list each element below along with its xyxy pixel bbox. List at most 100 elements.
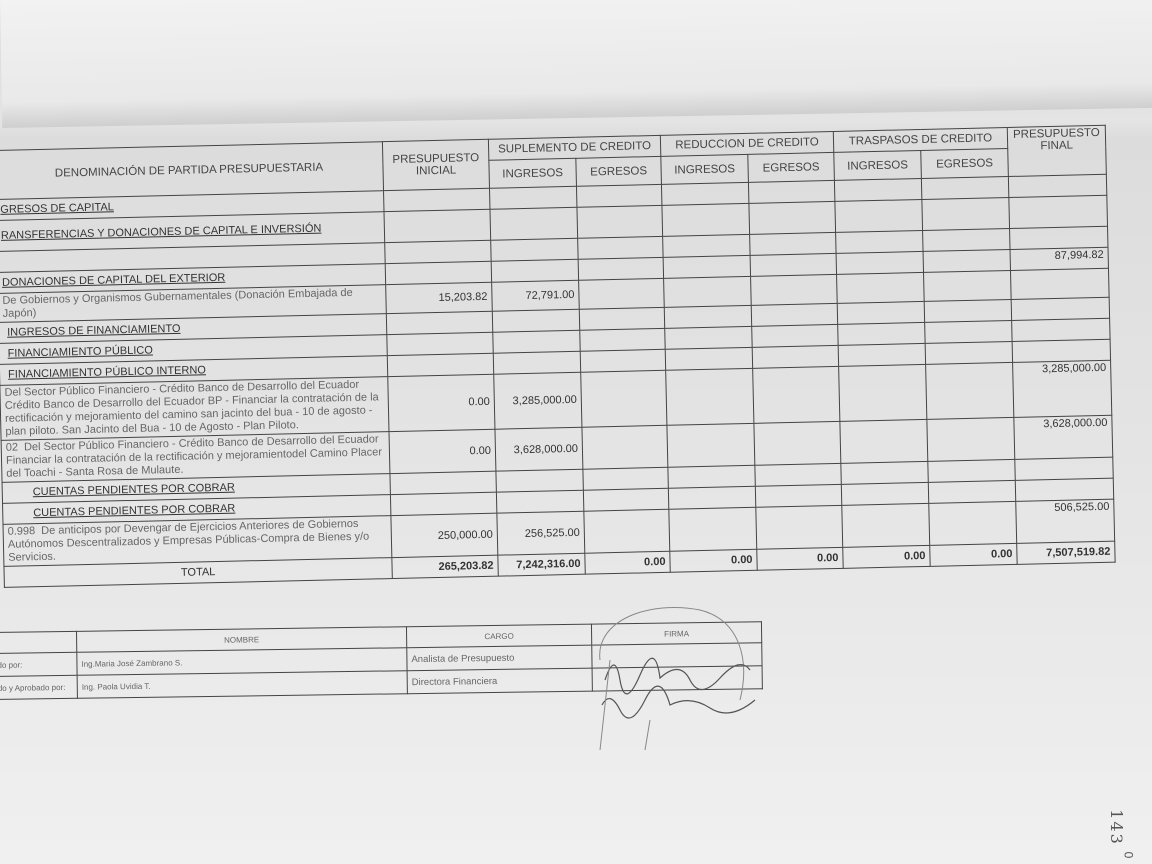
row-suplemento-ingresos xyxy=(492,309,580,333)
subheader-ingresos: INGRESOS xyxy=(833,150,922,181)
row-inicial: 0.00 xyxy=(387,374,495,432)
row-empty-cell xyxy=(580,370,667,428)
row-empty-cell xyxy=(576,205,663,239)
row-empty-cell xyxy=(579,328,666,352)
row-empty-cell xyxy=(922,228,1011,252)
row-empty-cell xyxy=(578,257,664,281)
row-empty-cell xyxy=(839,419,928,464)
row-empty-cell xyxy=(926,417,1015,462)
row-empty-cell xyxy=(667,465,756,489)
row-empty-cell xyxy=(923,270,1012,302)
row-empty-cell xyxy=(838,343,926,367)
row-empty-cell xyxy=(663,255,751,279)
row-suplemento-ingresos xyxy=(490,238,579,262)
row-empty-cell xyxy=(751,324,839,348)
row-suplemento-ingresos: 256,525.00 xyxy=(496,511,585,556)
row-suplemento-ingresos xyxy=(492,330,581,354)
row-inicial xyxy=(386,332,494,356)
subheader-egresos: EGRESOS xyxy=(747,152,835,183)
row-final: 506,525.00 xyxy=(1015,499,1115,544)
row-inicial: 0.00 xyxy=(388,429,496,474)
row-final xyxy=(1015,478,1114,502)
row-suplemento-ingresos xyxy=(489,207,578,241)
budget-table: DENOMINACIÓN DE PARTIDA PRESUPUESTARIA P… xyxy=(0,125,1116,588)
row-empty-cell xyxy=(753,421,841,466)
row-suplemento-ingresos xyxy=(489,186,577,210)
row-empty-cell xyxy=(838,364,927,422)
sig-role: do por: xyxy=(0,652,78,677)
row-final xyxy=(1008,195,1108,229)
row-empty-cell xyxy=(661,182,749,206)
row-suplemento-ingresos xyxy=(491,259,579,283)
sig-role: do y Aprobado por: xyxy=(0,675,78,700)
row-inicial xyxy=(387,353,494,377)
row-code: 02 xyxy=(5,441,19,454)
row-empty-cell xyxy=(841,503,930,548)
row-final xyxy=(1011,318,1111,342)
sig-cargo: Analista de Presupuesto xyxy=(406,645,593,671)
row-empty-cell xyxy=(925,362,1014,420)
row-label: CUENTAS PENDIENTES POR COBRAR xyxy=(32,481,235,499)
row-empty-cell xyxy=(668,507,757,552)
subheader-ingresos: INGRESOS xyxy=(488,158,577,189)
row-label: Del Sector Público Financiero - Crédito … xyxy=(4,378,379,438)
row-empty-cell xyxy=(921,176,1009,200)
row-empty-cell xyxy=(749,232,837,256)
subheader-egresos: EGRESOS xyxy=(920,148,1009,179)
row-suplemento-ingresos xyxy=(493,351,581,375)
row-empty-cell xyxy=(834,199,923,233)
sig-cargo: Directora Financiera xyxy=(407,668,593,694)
row-empty-cell xyxy=(583,488,669,512)
row-final xyxy=(1010,268,1110,300)
page-mark: 0 xyxy=(1121,851,1136,859)
header-inicial: PRESUPUESTO INICIAL xyxy=(382,139,490,191)
total-suplemento-egresos: 0.00 xyxy=(584,551,671,575)
row-label: FINANCIAMIENTO PÚBLICO INTERNO xyxy=(7,364,207,381)
total-final: 7,507,519.82 xyxy=(1016,541,1116,565)
row-label: De anticipos por Devengar de Ejercicios … xyxy=(7,517,370,564)
total-reduccion-ingresos: 0.00 xyxy=(669,549,758,573)
row-suplemento-ingresos xyxy=(496,490,584,514)
row-suplemento-ingresos: 72,791.00 xyxy=(491,280,580,312)
sig-nombre: Ing. Paola Uvidia T. xyxy=(77,670,408,699)
row-inicial xyxy=(383,188,490,212)
row-empty-cell xyxy=(927,459,1016,483)
row-inicial xyxy=(390,492,497,516)
row-empty-cell xyxy=(924,299,1012,323)
row-label: INGRESOS DE FINANCIAMIENTO xyxy=(7,322,181,339)
row-label: CUENTAS PENDIENTES POR COBRAR xyxy=(33,502,236,520)
row-suplemento-ingresos: 3,285,000.00 xyxy=(493,372,582,430)
row-empty-cell xyxy=(665,347,753,371)
row-empty-cell xyxy=(582,467,669,491)
row-inicial xyxy=(389,471,497,495)
row-empty-cell xyxy=(754,463,842,487)
total-reduccion-egresos: 0.00 xyxy=(756,547,844,571)
row-empty-cell xyxy=(836,251,924,275)
row-empty-cell xyxy=(663,276,752,308)
row-empty-cell xyxy=(834,178,922,202)
row-empty-cell xyxy=(923,249,1011,273)
row-empty-cell xyxy=(755,505,843,550)
page-number: 143 xyxy=(1106,809,1126,846)
row-empty-cell xyxy=(836,272,925,304)
row-empty-cell xyxy=(581,425,668,470)
row-empty-cell xyxy=(583,509,670,554)
row-empty-cell xyxy=(661,203,750,237)
overlapping-sheet xyxy=(0,0,1152,128)
row-label: FINANCIAMIENTO PÚBLICO xyxy=(7,344,153,360)
row-empty-cell xyxy=(665,368,754,426)
row-inicial xyxy=(385,261,492,285)
row-inicial xyxy=(386,311,493,335)
budget-document: DENOMINACIÓN DE PARTIDA PRESUPUESTARIA P… xyxy=(0,125,1116,588)
row-empty-cell xyxy=(668,486,756,510)
handwritten-signatures xyxy=(599,606,756,751)
row-empty-cell xyxy=(925,341,1013,365)
row-empty-cell xyxy=(750,274,838,306)
row-inicial: 15,203.82 xyxy=(385,282,493,314)
row-empty-cell xyxy=(576,184,662,208)
row-label: Del Sector Público Financiero - Crédito … xyxy=(5,433,383,480)
total-inicial: 265,203.82 xyxy=(391,555,499,579)
row-empty-cell xyxy=(578,278,665,310)
row-empty-cell xyxy=(928,480,1016,504)
row-empty-cell xyxy=(748,180,835,204)
